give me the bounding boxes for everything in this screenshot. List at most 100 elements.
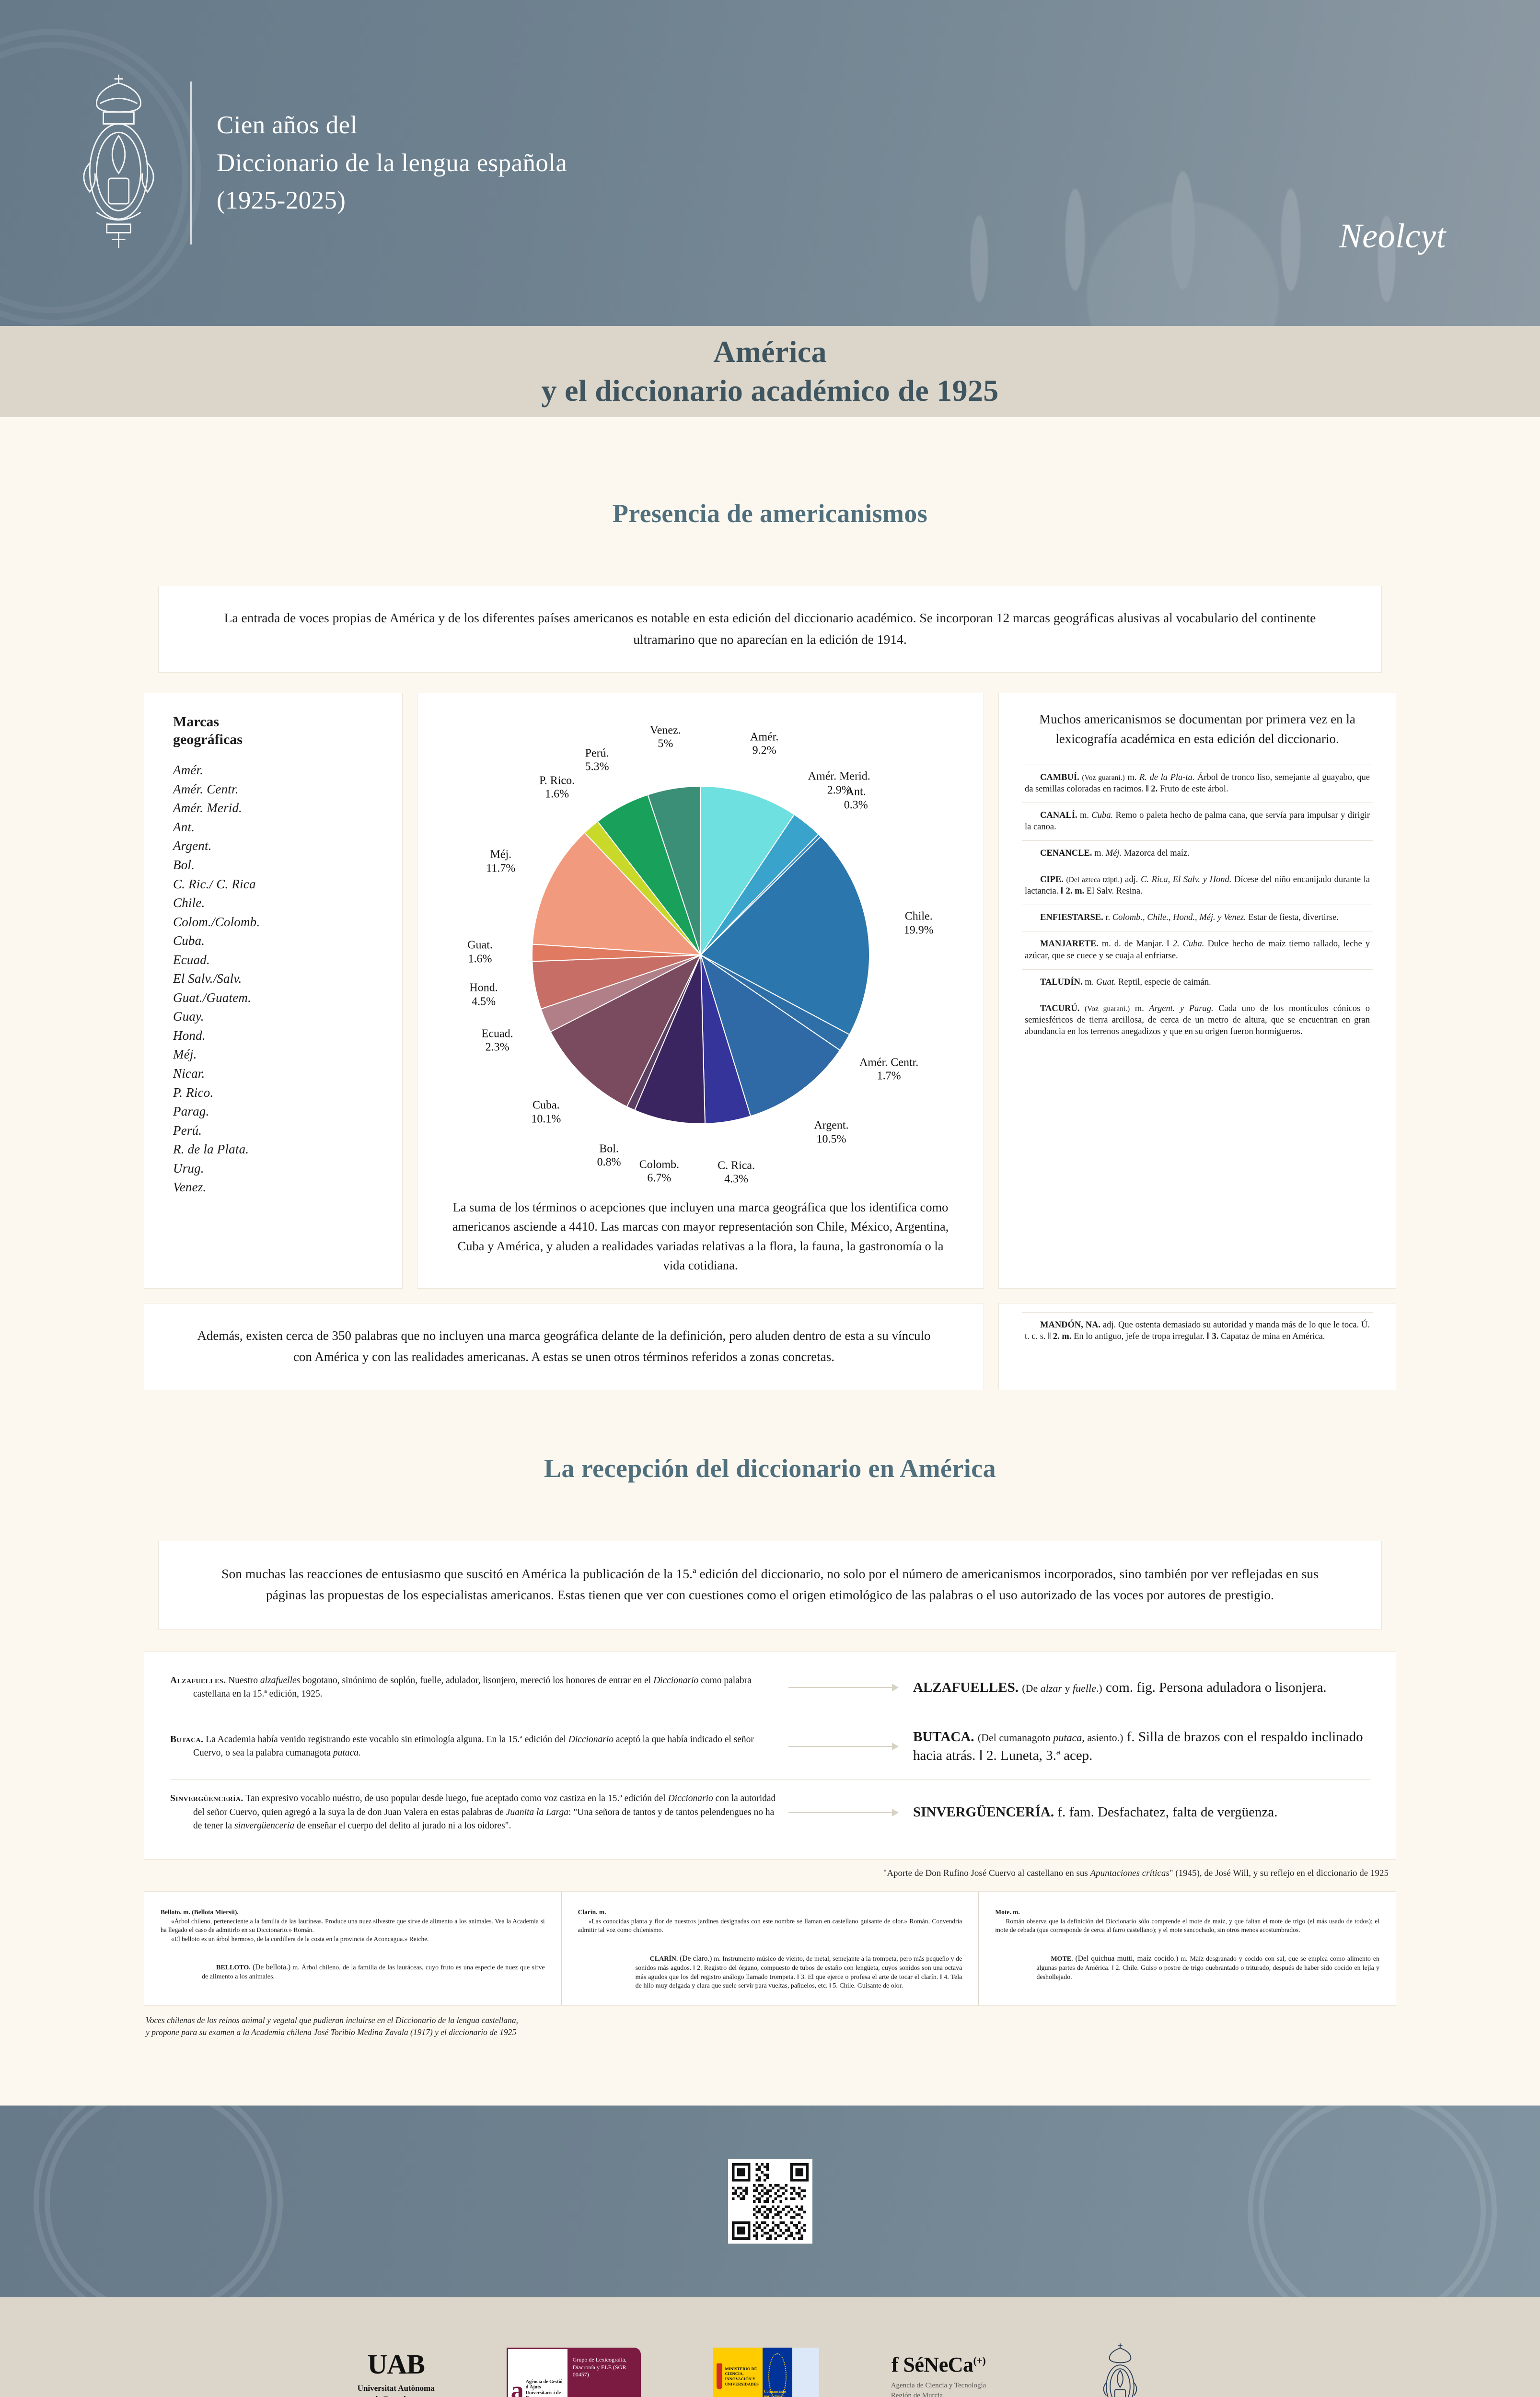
entry-geo-mark: R. de la Pla-ta. bbox=[1139, 773, 1195, 783]
dictionary-entry: CIPE. (Del azteca tziptl.) adj. C. Rica,… bbox=[1022, 867, 1373, 905]
pie-slice bbox=[699, 836, 870, 1036]
pie-slice-label: Amér. 9.2% bbox=[750, 730, 778, 757]
pie-slice-value: 2.9% bbox=[827, 784, 851, 797]
seneca-sub-line1: Agencia de Ciencia y Tecnología bbox=[891, 2382, 986, 2390]
reception-caption: "Aporte de Don Rufino José Cuervo al cas… bbox=[883, 1868, 1389, 1878]
list-item: Amér. Centr. bbox=[173, 781, 239, 796]
qr-band bbox=[0, 2106, 1540, 2298]
pie-slice-label: Perú. 5.3% bbox=[585, 747, 609, 774]
old-note-p1: «Árbol chileno, perteneciente a la famil… bbox=[161, 1917, 545, 1934]
section-heading-recepcion: La recepción del diccionario en América bbox=[544, 1454, 996, 1483]
dictionary-entry: MANJARETE. m. d. de Manjar. ‖ 2. Cuba. D… bbox=[1022, 931, 1373, 969]
pie-slice bbox=[647, 786, 701, 955]
old-note-mote: Mote. m. Román observa que la definición… bbox=[995, 1908, 1379, 1935]
entry-grammar: adj. bbox=[1125, 875, 1138, 885]
pie-chart-caption: La suma de los términos o acepciones que… bbox=[452, 1200, 949, 1272]
entry-definition: Árbol de tronco liso, semejante al guaya… bbox=[1025, 773, 1370, 794]
reception-arrow-icon bbox=[788, 1743, 899, 1751]
entry-sense-number: ‖ 3. bbox=[1207, 1332, 1219, 1342]
marcas-title-line1: Marcas bbox=[173, 714, 220, 730]
list-item: Argent. bbox=[173, 838, 212, 853]
old-note-clarin: Clarín. m. «Las conocidas planta y flor … bbox=[578, 1908, 962, 1935]
logo-agaur: a Agència de Gestió d'Ajuts Universitari… bbox=[506, 2348, 641, 2397]
aei-panel bbox=[792, 2348, 819, 2397]
reception-commentary: Nuestro alzafuelles bogotano, sinónimo d… bbox=[193, 1675, 752, 1699]
new-body: m. Árbol chileno, de la familia de las l… bbox=[202, 1964, 545, 1981]
column-clarin: Clarín. m. «Las conocidas planta y flor … bbox=[561, 1891, 979, 2006]
entry-etymology: (Voz guaraní.) bbox=[1084, 1004, 1130, 1013]
entry-geo-mark: Guat. bbox=[1096, 977, 1116, 987]
entry-definition: Remo o paleta hecho de palma cana, que s… bbox=[1025, 811, 1370, 832]
entry-grammar: m. bbox=[1080, 811, 1089, 821]
pie-slice-value: 6.7% bbox=[647, 1172, 672, 1185]
entry-sense-number: ‖ 2. bbox=[1146, 784, 1158, 794]
reception-old-text: Sinvergüencería. Tan expresivo vocablo n… bbox=[170, 1792, 788, 1833]
qr-band-ornament-right-icon bbox=[1248, 2106, 1497, 2298]
chilean-voices-footnote: Voces chilenas de los reinos animal y ve… bbox=[144, 2014, 1396, 2038]
eu-flag-panel: Cofinanciado por la Unión Europea bbox=[762, 2348, 792, 2397]
reception-commentary: Tan expresivo vocablo nuéstro, de uso po… bbox=[193, 1793, 776, 1831]
entry-grammar: m. bbox=[1135, 1003, 1144, 1013]
entry-headword: TACURÚ. bbox=[1040, 1003, 1080, 1013]
pie-slice-value: 9.2% bbox=[752, 744, 776, 757]
entry-grammar: m. bbox=[1094, 849, 1104, 859]
entry-definition: Reptil, especie de caimán. bbox=[1118, 977, 1211, 987]
entry-sense-number: ‖ 2. m. bbox=[1048, 1332, 1072, 1342]
footnote-line2: y propone para su examen a la Academia c… bbox=[146, 2027, 517, 2037]
pie-chart-card: Amér. 9.2% Amér. Merid. 2.9% Ant. 0.3% Chile. 1… bbox=[417, 693, 984, 1289]
pie-slice-label: Bol. 0.8% bbox=[597, 1142, 621, 1169]
header-ornament-icon bbox=[883, 0, 1482, 326]
pie-slice-value: 10.1% bbox=[531, 1113, 561, 1126]
list-item: Chile. bbox=[173, 896, 205, 910]
entry-grammar: m. d. de Manjar. bbox=[1101, 939, 1164, 949]
pie-slice-label: Colomb. 6.7% bbox=[639, 1158, 679, 1186]
entry-definition: Mazorca del maíz. bbox=[1123, 849, 1190, 859]
pie-slice-label: C. Rica. 4.3% bbox=[718, 1159, 755, 1187]
reception-new-definition: ALZAFUELLES. (De alzar y fuelle.) com. f… bbox=[899, 1678, 1370, 1697]
logo-uab: UAB Universitat Autònoma de Barcelona bbox=[358, 2348, 435, 2397]
ministerio-yellow-panel: MINISTERIO DE CIENCIA, INNOVACIÓN Y UNIV… bbox=[712, 2348, 763, 2397]
pie-slice-category: C. Rica. bbox=[718, 1159, 755, 1172]
pie-slice-label: Méj. 11.7% bbox=[486, 848, 515, 875]
list-item: Parag. bbox=[173, 1104, 209, 1119]
qr-code-icon[interactable] bbox=[728, 2159, 812, 2244]
list-item: Bol. bbox=[173, 858, 195, 873]
entry-grammar: adj. bbox=[1102, 1320, 1116, 1330]
new-headword: MOTE. bbox=[1051, 1955, 1073, 1963]
list-item: Nicar. bbox=[173, 1066, 205, 1081]
page-title: América y el diccionario académico de 19… bbox=[541, 333, 998, 410]
pie-slice-label: Cuba. 10.1% bbox=[531, 1099, 561, 1126]
header-divider bbox=[190, 81, 192, 244]
list-item: Guat./Guatem. bbox=[173, 990, 252, 1005]
reception-new-definition: SINVERGÜENCERÍA. f. fam. Desfachatez, fa… bbox=[899, 1803, 1370, 1822]
list-item: Guay. bbox=[173, 1009, 204, 1024]
dictionary-entry: TACURÚ. (Voz guaraní.) m. Argent. y Para… bbox=[1022, 995, 1373, 1045]
entry-grammar: m. bbox=[1127, 773, 1137, 783]
list-item: Méj. bbox=[173, 1047, 197, 1062]
pie-slice-label: Hond. 4.5% bbox=[469, 981, 498, 1009]
pie-slice-category: Amér. Merid. bbox=[808, 770, 870, 783]
list-item: Ant. bbox=[173, 819, 195, 834]
pie-slice-value: 5.3% bbox=[585, 760, 609, 773]
header-title-line3: (1925-2025) bbox=[217, 186, 346, 215]
header-title-line1: Cien años del bbox=[217, 111, 358, 140]
pie-slice bbox=[549, 954, 702, 1107]
pie-slice-category: Amér. bbox=[750, 731, 779, 744]
entry-definition: Que ostenta demasiado su autoridad y man… bbox=[1025, 1320, 1370, 1342]
pie-slice bbox=[699, 954, 841, 1117]
seneca-mark-text: f SéNeCa bbox=[891, 2353, 973, 2377]
seneca-sub-line2: Región de Murcia bbox=[891, 2391, 943, 2397]
new-def-mote: MOTE. (Del quichua mutti, maíz cocido.) … bbox=[995, 1954, 1379, 1982]
new-headword: BELLOTO. bbox=[216, 1964, 251, 1972]
pie-slice-category: Ant. bbox=[845, 785, 866, 798]
entry-sense-definition: Fruto de este árbol. bbox=[1159, 784, 1228, 794]
entry-etymology: (De alzar y fuelle.) bbox=[1022, 1682, 1102, 1694]
caption-italic: Apuntaciones críticas bbox=[1090, 1868, 1169, 1878]
old-note-p1: «Las conocidas planta y flor de nuestros… bbox=[578, 1917, 962, 1934]
pie-slice-category: Bol. bbox=[599, 1142, 619, 1155]
dictionary-entry: CANALÍ. m. Cuba. Remo o paleta hecho de … bbox=[1022, 803, 1373, 840]
new-def-clarin: CLARÍN. (De claro.) m. Instrumento músic… bbox=[578, 1954, 962, 1991]
seneca-mark: f SéNeCa(+) bbox=[891, 2352, 986, 2377]
list-item: P. Rico. bbox=[173, 1085, 214, 1100]
header-title-line2: Diccionario de la lengua española bbox=[217, 149, 567, 177]
